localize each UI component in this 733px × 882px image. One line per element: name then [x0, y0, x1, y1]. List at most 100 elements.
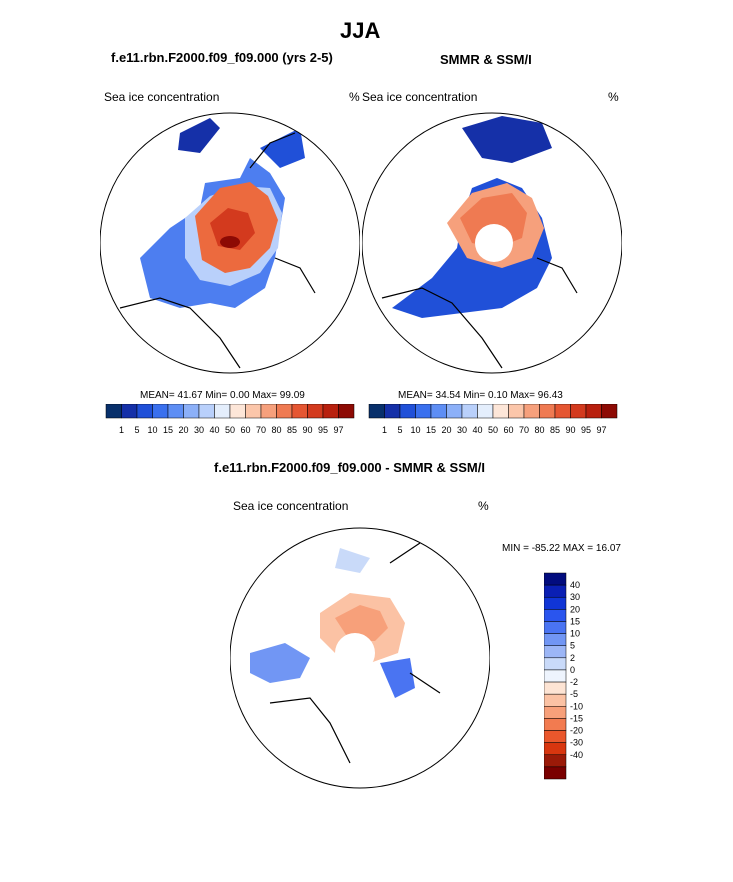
- colorbar-swatch: [544, 669, 567, 683]
- colorbar-tick-label: 50: [225, 425, 235, 435]
- colorbar-tick-label: -30: [570, 738, 583, 748]
- colorbar-swatch: [105, 404, 122, 419]
- colorbar-tick-label: 15: [163, 425, 173, 435]
- colorbar-swatch: [492, 404, 509, 419]
- colorbar-tick-label: 40: [472, 425, 482, 435]
- colorbar-tick-label: 30: [457, 425, 467, 435]
- colorbar-tick-label: 10: [410, 425, 420, 435]
- map-border: [100, 112, 360, 374]
- colorbar-swatch: [121, 404, 138, 419]
- colorbar-tick-label: 20: [441, 425, 451, 435]
- colorbar-tick-label: 40: [570, 580, 580, 590]
- colorbar-swatch: [245, 404, 262, 419]
- model-units: %: [349, 90, 360, 104]
- obs-stats: MEAN= 34.54 Min= 0.10 Max= 96.43: [398, 390, 563, 401]
- obs-subtitle: SMMR & SSM/I: [440, 52, 532, 67]
- colorbar-swatch: [570, 404, 587, 419]
- colorbar-tick-label: 30: [194, 425, 204, 435]
- diff-subtitle: f.e11.rbn.F2000.f09_f09.000 - SMMR & SSM…: [214, 460, 485, 475]
- obs-polar-map: [362, 112, 622, 374]
- colorbar-swatch: [544, 754, 567, 768]
- colorbar-tick-label: 70: [256, 425, 266, 435]
- colorbar-tick-label: -20: [570, 726, 583, 736]
- colorbar-swatch: [585, 404, 602, 419]
- obs-colorbar: 1 5 10 15 20 30 40 50 60 70 80 85 90 95 97: [368, 404, 618, 435]
- colorbar-swatch: [544, 621, 567, 634]
- ice-darkest: [220, 236, 240, 248]
- colorbar-swatch: [544, 766, 567, 780]
- baffin-ice: [260, 128, 305, 168]
- model-colorbar: 1 5 10 15 20 30 40 50 60 70 80 85 90 95 97: [105, 404, 355, 435]
- colorbar-tick-label: -10: [570, 701, 583, 711]
- colorbar-swatch: [544, 645, 567, 659]
- colorbar-swatch: [544, 718, 567, 731]
- colorbar-tick-label: 85: [550, 425, 560, 435]
- colorbar-tick-label: -5: [570, 689, 578, 699]
- colorbar-swatch: [430, 404, 447, 419]
- pole-hole: [475, 224, 513, 262]
- colorbar-swatch: [544, 572, 567, 586]
- hudson-bay-ice: [178, 118, 220, 153]
- colorbar-swatch: [601, 404, 618, 419]
- colorbar-tick-label: 1: [382, 425, 387, 435]
- colorbar-tick-label: 97: [333, 425, 343, 435]
- colorbar-swatch: [544, 730, 567, 743]
- colorbar-swatch: [523, 404, 540, 419]
- colorbar-swatch: [508, 404, 525, 419]
- diff-stats: MIN = -85.22 MAX = 16.07: [502, 543, 621, 554]
- colorbar-tick-label: 5: [134, 425, 139, 435]
- colorbar-swatch: [544, 693, 567, 707]
- colorbar-swatch: [415, 404, 432, 419]
- colorbar-swatch: [461, 404, 478, 419]
- colorbar-tick-label: 60: [240, 425, 250, 435]
- colorbar-swatch: [544, 657, 567, 671]
- colorbar-tick-label: 60: [503, 425, 513, 435]
- colorbar-tick-label: 90: [302, 425, 312, 435]
- diff-field-label: Sea ice concentration: [233, 499, 349, 513]
- colorbar-swatch: [544, 633, 567, 646]
- colorbar-swatch: [544, 609, 567, 622]
- colorbar-swatch: [198, 404, 215, 419]
- colorbar-swatch: [544, 584, 567, 598]
- model-field-label: Sea ice concentration: [104, 90, 220, 104]
- colorbar-tick-label: 30: [570, 592, 580, 602]
- colorbar-tick-label: 97: [596, 425, 606, 435]
- colorbar-tick-label: 10: [570, 629, 580, 639]
- colorbar-tick-label: 85: [287, 425, 297, 435]
- colorbar-swatch: [183, 404, 200, 419]
- colorbar-swatch: [368, 404, 385, 419]
- colorbar-tick-label: 0: [570, 665, 575, 675]
- colorbar-tick-label: 15: [426, 425, 436, 435]
- colorbar-tick-label: 95: [318, 425, 328, 435]
- colorbar-swatch: [544, 706, 567, 719]
- colorbar-tick-label: 95: [581, 425, 591, 435]
- colorbar-tick-label: 2: [570, 653, 575, 663]
- obs-field-label: Sea ice concentration: [362, 90, 478, 104]
- colorbar-tick-label: 70: [519, 425, 529, 435]
- colorbar-swatch: [152, 404, 169, 419]
- colorbar-tick-label: 5: [397, 425, 402, 435]
- colorbar-tick-label: -40: [570, 750, 583, 760]
- colorbar-swatch: [167, 404, 184, 419]
- obs-units: %: [608, 90, 619, 104]
- colorbar-swatch: [260, 404, 277, 419]
- colorbar-swatch: [399, 404, 416, 419]
- colorbar-tick-label: -2: [570, 677, 578, 687]
- colorbar-tick-label: 40: [209, 425, 219, 435]
- colorbar-swatch: [544, 681, 567, 695]
- colorbar-tick-label: 90: [565, 425, 575, 435]
- diff-units: %: [478, 499, 489, 513]
- land-outline: [119, 132, 316, 369]
- colorbar-swatch: [544, 596, 567, 610]
- colorbar-swatch: [554, 404, 571, 419]
- diff-polar-map: [230, 527, 490, 789]
- colorbar-tick-label: 15: [570, 616, 580, 626]
- colorbar-swatch: [229, 404, 246, 419]
- colorbar-swatch: [477, 404, 494, 419]
- colorbar-swatch: [544, 742, 567, 756]
- colorbar-swatch: [307, 404, 324, 419]
- model-polar-map: [100, 112, 360, 374]
- colorbar-tick-label: 10: [147, 425, 157, 435]
- colorbar-tick-label: 1: [119, 425, 124, 435]
